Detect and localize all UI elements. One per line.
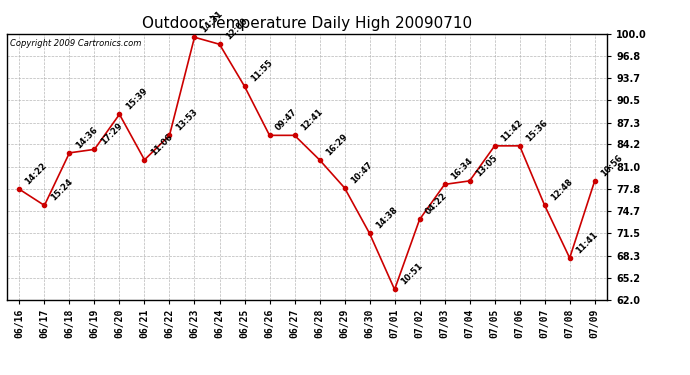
Text: 14:22: 14:22 <box>23 161 49 186</box>
Text: Copyright 2009 Cartronics.com: Copyright 2009 Cartronics.com <box>10 39 141 48</box>
Text: 15:24: 15:24 <box>48 177 74 203</box>
Text: 10:47: 10:47 <box>348 160 374 185</box>
Text: 14:38: 14:38 <box>374 206 399 231</box>
Text: 12:48: 12:48 <box>549 177 574 203</box>
Text: 04:22: 04:22 <box>424 191 449 217</box>
Text: 16:34: 16:34 <box>448 156 474 182</box>
Text: 12:41: 12:41 <box>299 107 324 133</box>
Text: 11:42: 11:42 <box>499 118 524 143</box>
Text: 13:53: 13:53 <box>174 107 199 133</box>
Text: 10:56: 10:56 <box>599 153 624 178</box>
Text: 16:29: 16:29 <box>324 132 349 157</box>
Text: 09:47: 09:47 <box>274 108 299 133</box>
Text: 17:29: 17:29 <box>99 122 124 147</box>
Text: 14:36: 14:36 <box>74 125 99 150</box>
Text: 15:36: 15:36 <box>524 118 549 143</box>
Text: 11:06: 11:06 <box>148 132 174 157</box>
Text: 15:39: 15:39 <box>124 86 149 111</box>
Text: 14:31: 14:31 <box>199 9 224 34</box>
Text: 12:00: 12:00 <box>224 16 249 42</box>
Text: 11:41: 11:41 <box>574 230 599 255</box>
Text: 10:51: 10:51 <box>399 261 424 287</box>
Text: 11:55: 11:55 <box>248 58 274 84</box>
Text: 13:05: 13:05 <box>474 153 499 178</box>
Title: Outdoor Temperature Daily High 20090710: Outdoor Temperature Daily High 20090710 <box>142 16 472 31</box>
